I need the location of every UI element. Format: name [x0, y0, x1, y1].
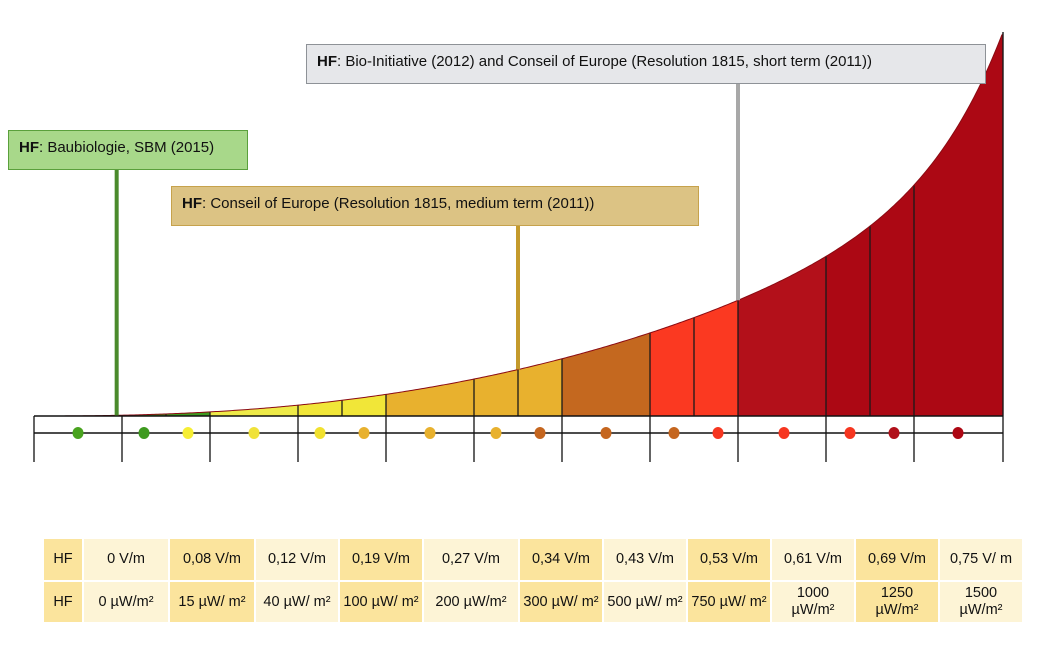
- table-cell: 0 µW/m²: [84, 582, 168, 622]
- threshold-leader-lines: [114, 84, 740, 416]
- callout-prefix: HF: [19, 139, 39, 156]
- callout-prefix: HF: [182, 195, 202, 212]
- table-cell: 500 µW/ m²: [604, 582, 686, 622]
- callout-text: : Bio-Initiative (2012) and Conseil of E…: [337, 53, 872, 70]
- table-cell: 1000 µW/m²: [772, 582, 854, 622]
- row-label: HF: [44, 539, 82, 580]
- scale-dot: [248, 427, 260, 439]
- scale-dot: [712, 427, 724, 439]
- scale-dot: [778, 427, 790, 439]
- table-cell: 0,12 V/m: [256, 539, 338, 580]
- table-cell: 15 µW/ m²: [170, 582, 254, 622]
- table-cell: 0,53 V/m: [688, 539, 770, 580]
- scale-dot: [182, 427, 194, 439]
- scale-dot: [490, 427, 502, 439]
- hf-values-table: HF 0 V/m 0,08 V/m 0,12 V/m 0,19 V/m 0,27…: [42, 537, 1024, 624]
- scale-dot: [668, 427, 680, 439]
- bio-initiative-callout: HF: Bio-Initiative (2012) and Conseil of…: [306, 44, 986, 84]
- conseil-europe-medium-callout: HF: Conseil of Europe (Resolution 1815, …: [171, 186, 699, 226]
- table-cell: 200 µW/m²: [424, 582, 518, 622]
- table-row-vm: HF 0 V/m 0,08 V/m 0,12 V/m 0,19 V/m 0,27…: [44, 539, 1022, 580]
- scale-dot: [138, 427, 150, 439]
- table-row-uw: HF 0 µW/m² 15 µW/ m² 40 µW/ m² 100 µW/ m…: [44, 582, 1022, 622]
- row-label: HF: [44, 582, 82, 622]
- scale-dot: [424, 427, 436, 439]
- callout-prefix: HF: [317, 53, 337, 70]
- table-cell: 0,27 V/m: [424, 539, 518, 580]
- callout-text: : Conseil of Europe (Resolution 1815, me…: [202, 195, 595, 212]
- scale-dot: [358, 427, 370, 439]
- baubiologie-callout: HF: Baubiologie, SBM (2015): [8, 130, 248, 170]
- area-segment: [386, 379, 474, 416]
- callout-text: : Baubiologie, SBM (2015): [39, 139, 215, 156]
- scale-dots: [72, 427, 964, 439]
- table-cell: 1500 µW/m²: [940, 582, 1022, 622]
- area-segment: [210, 405, 298, 416]
- table-cell: 0,34 V/m: [520, 539, 602, 580]
- scale-dot: [844, 427, 856, 439]
- table-cell: 0,08 V/m: [170, 539, 254, 580]
- scale-dot: [534, 427, 546, 439]
- scale-dot: [72, 427, 84, 439]
- scale-dot: [314, 427, 326, 439]
- table-cell: 40 µW/ m²: [256, 582, 338, 622]
- area-segment: [562, 332, 650, 416]
- table-cell: 100 µW/ m²: [340, 582, 422, 622]
- scale-dot: [600, 427, 612, 439]
- table-cell: 0 V/m: [84, 539, 168, 580]
- table-cell: 0,75 V/ m: [940, 539, 1022, 580]
- table-cell: 750 µW/ m²: [688, 582, 770, 622]
- scale-dot: [952, 427, 964, 439]
- area-segment: [738, 256, 826, 416]
- table-cell: 0,61 V/m: [772, 539, 854, 580]
- scale-dot: [888, 427, 900, 439]
- table-cell: 300 µW/ m²: [520, 582, 602, 622]
- table-cell: 0,43 V/m: [604, 539, 686, 580]
- table-cell: 0,69 V/m: [856, 539, 938, 580]
- table-cell: 0,19 V/m: [340, 539, 422, 580]
- scale-axis: [33, 415, 1004, 462]
- table-cell: 1250 µW/m²: [856, 582, 938, 622]
